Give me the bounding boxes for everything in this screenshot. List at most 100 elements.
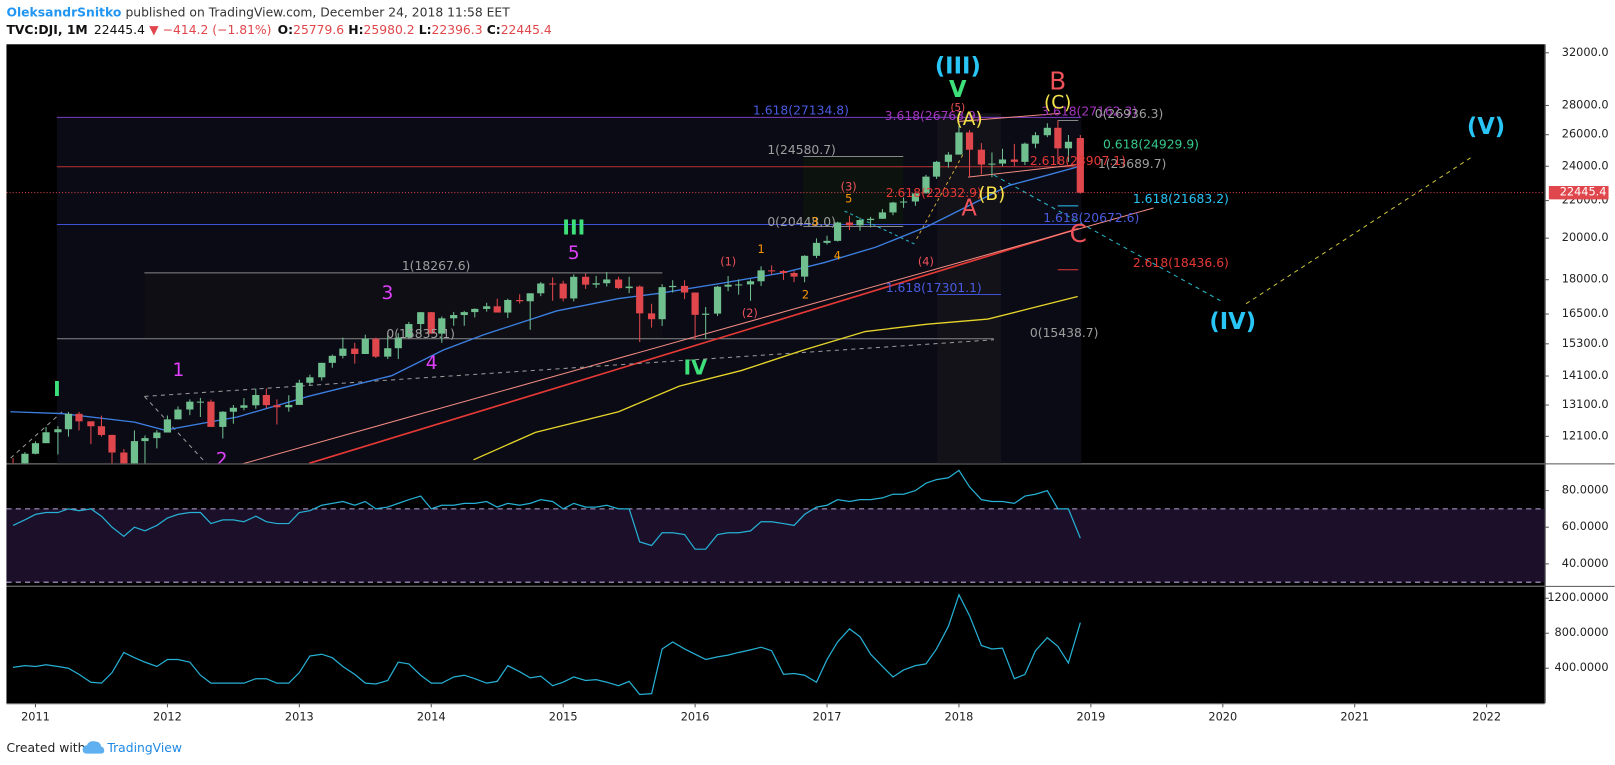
candle-body — [285, 404, 293, 408]
wave-label: IV — [683, 356, 707, 380]
y-tick-label: 18000.0 — [1562, 272, 1609, 286]
candle-body — [944, 154, 953, 162]
wave-label: I — [53, 377, 61, 401]
indicator-pane — [6, 586, 1545, 704]
moving-averages — [10, 166, 1078, 461]
indicator-line — [12, 593, 1081, 696]
y-tick-label: 32000.0 — [1562, 45, 1609, 59]
candle-body — [845, 222, 854, 226]
wave-label: (3) — [841, 179, 857, 193]
trend-line — [957, 112, 1061, 123]
trend-line — [308, 227, 1079, 464]
candle-body — [625, 286, 633, 289]
candle-body — [746, 281, 755, 285]
wave-label: 2 — [216, 450, 228, 471]
brand: TradingView — [106, 741, 182, 755]
candle-body — [229, 407, 237, 412]
candle-body — [955, 132, 963, 155]
y-tick-label: 13100.0 — [1562, 397, 1609, 411]
candle-body — [856, 220, 864, 226]
last: 22445.4 — [94, 22, 145, 36]
x-tick-label: 2011 — [21, 710, 50, 724]
wave-label: A — [961, 196, 977, 222]
trend-line — [968, 164, 1077, 178]
candle-body — [932, 161, 941, 177]
x-tick-label: 2019 — [1076, 710, 1105, 724]
candle-body — [405, 324, 413, 338]
candle-body — [812, 242, 821, 256]
x-tick-label: 2012 — [153, 710, 182, 724]
projection — [844, 210, 917, 246]
y-tick-label: 14100.0 — [1562, 368, 1609, 382]
fib-label: 0(20448.0) — [767, 215, 836, 229]
wave-label: (V) — [1467, 114, 1505, 140]
candle-body — [1054, 127, 1062, 149]
wave-label: V — [949, 77, 967, 103]
candle-body — [658, 287, 666, 320]
created-with: Created with — [6, 741, 85, 755]
candle-body — [483, 306, 491, 309]
rsi-band — [6, 508, 1545, 583]
candle-body — [64, 413, 73, 430]
candle-body — [328, 355, 336, 363]
x-tick-label: 2020 — [1208, 710, 1237, 724]
candle-body — [1010, 159, 1018, 162]
candle-body — [295, 382, 303, 405]
change: −414.2 (−1.81%) — [163, 22, 272, 36]
candle-body — [559, 283, 567, 299]
y-axis-indicator: 1200.0000 800.0000 400.0000 — [1544, 590, 1609, 674]
wave-label: (IV) — [1209, 309, 1256, 335]
candle-body — [21, 453, 29, 464]
dashed-line — [10, 411, 63, 459]
candle-body — [988, 163, 996, 165]
candle-body — [998, 159, 1007, 164]
open: 25779.6 — [293, 22, 344, 36]
candle-body — [592, 283, 600, 285]
y-axis-price: 32000.028000.026000.024000.022000.020000… — [1544, 45, 1609, 442]
wave-label: (5) — [951, 102, 966, 114]
candle-body — [878, 212, 887, 219]
candle-body — [262, 395, 270, 406]
indicator-line — [12, 593, 1081, 696]
candle-body — [526, 293, 534, 302]
candle-body — [691, 292, 699, 315]
candle-body — [636, 286, 644, 314]
brand-logo — [82, 741, 105, 754]
y-axis-indicator: 80.0000 60.0000 40.0000 — [6, 483, 1609, 583]
candle-body — [603, 279, 611, 284]
candle-body — [75, 413, 83, 422]
wave-label: 3 — [811, 214, 818, 228]
dashed-line — [144, 339, 994, 397]
wave-label: C — [1070, 219, 1087, 248]
wave-label: 3 — [382, 283, 394, 304]
candle-body — [186, 401, 194, 410]
candle-body — [866, 218, 875, 221]
candle-body — [450, 315, 458, 319]
candle-body — [833, 222, 842, 241]
x-tick-label: 2017 — [813, 710, 842, 724]
fib-label: 2.618(18436.6) — [1133, 256, 1229, 270]
y-tick-label: 60.0000 — [1562, 519, 1609, 533]
wave-label: 2 — [802, 287, 809, 301]
candle-body — [240, 405, 248, 408]
candle-body — [1031, 135, 1040, 144]
symbol: TVC:DJI, 1M — [6, 22, 87, 36]
candle-body — [306, 377, 314, 383]
candle-body — [417, 312, 425, 325]
wave-label: (III) — [935, 53, 981, 79]
candle-body — [537, 283, 545, 294]
fib-label: 1.618(27134.8) — [753, 104, 849, 118]
x-tick-label: 2021 — [1340, 710, 1369, 724]
candle-body — [713, 286, 722, 314]
wave-label: (1) — [720, 255, 736, 269]
candle-body — [394, 337, 402, 349]
indicator-line — [12, 469, 1081, 550]
candle-body — [196, 401, 204, 403]
fib-zone — [803, 156, 904, 227]
candle-body — [899, 201, 908, 203]
candle-body — [779, 271, 788, 274]
candle-body — [219, 411, 227, 427]
fib-label: 0(15438.7) — [1030, 326, 1099, 340]
candle-body — [372, 338, 380, 357]
candle-body — [1021, 143, 1029, 162]
